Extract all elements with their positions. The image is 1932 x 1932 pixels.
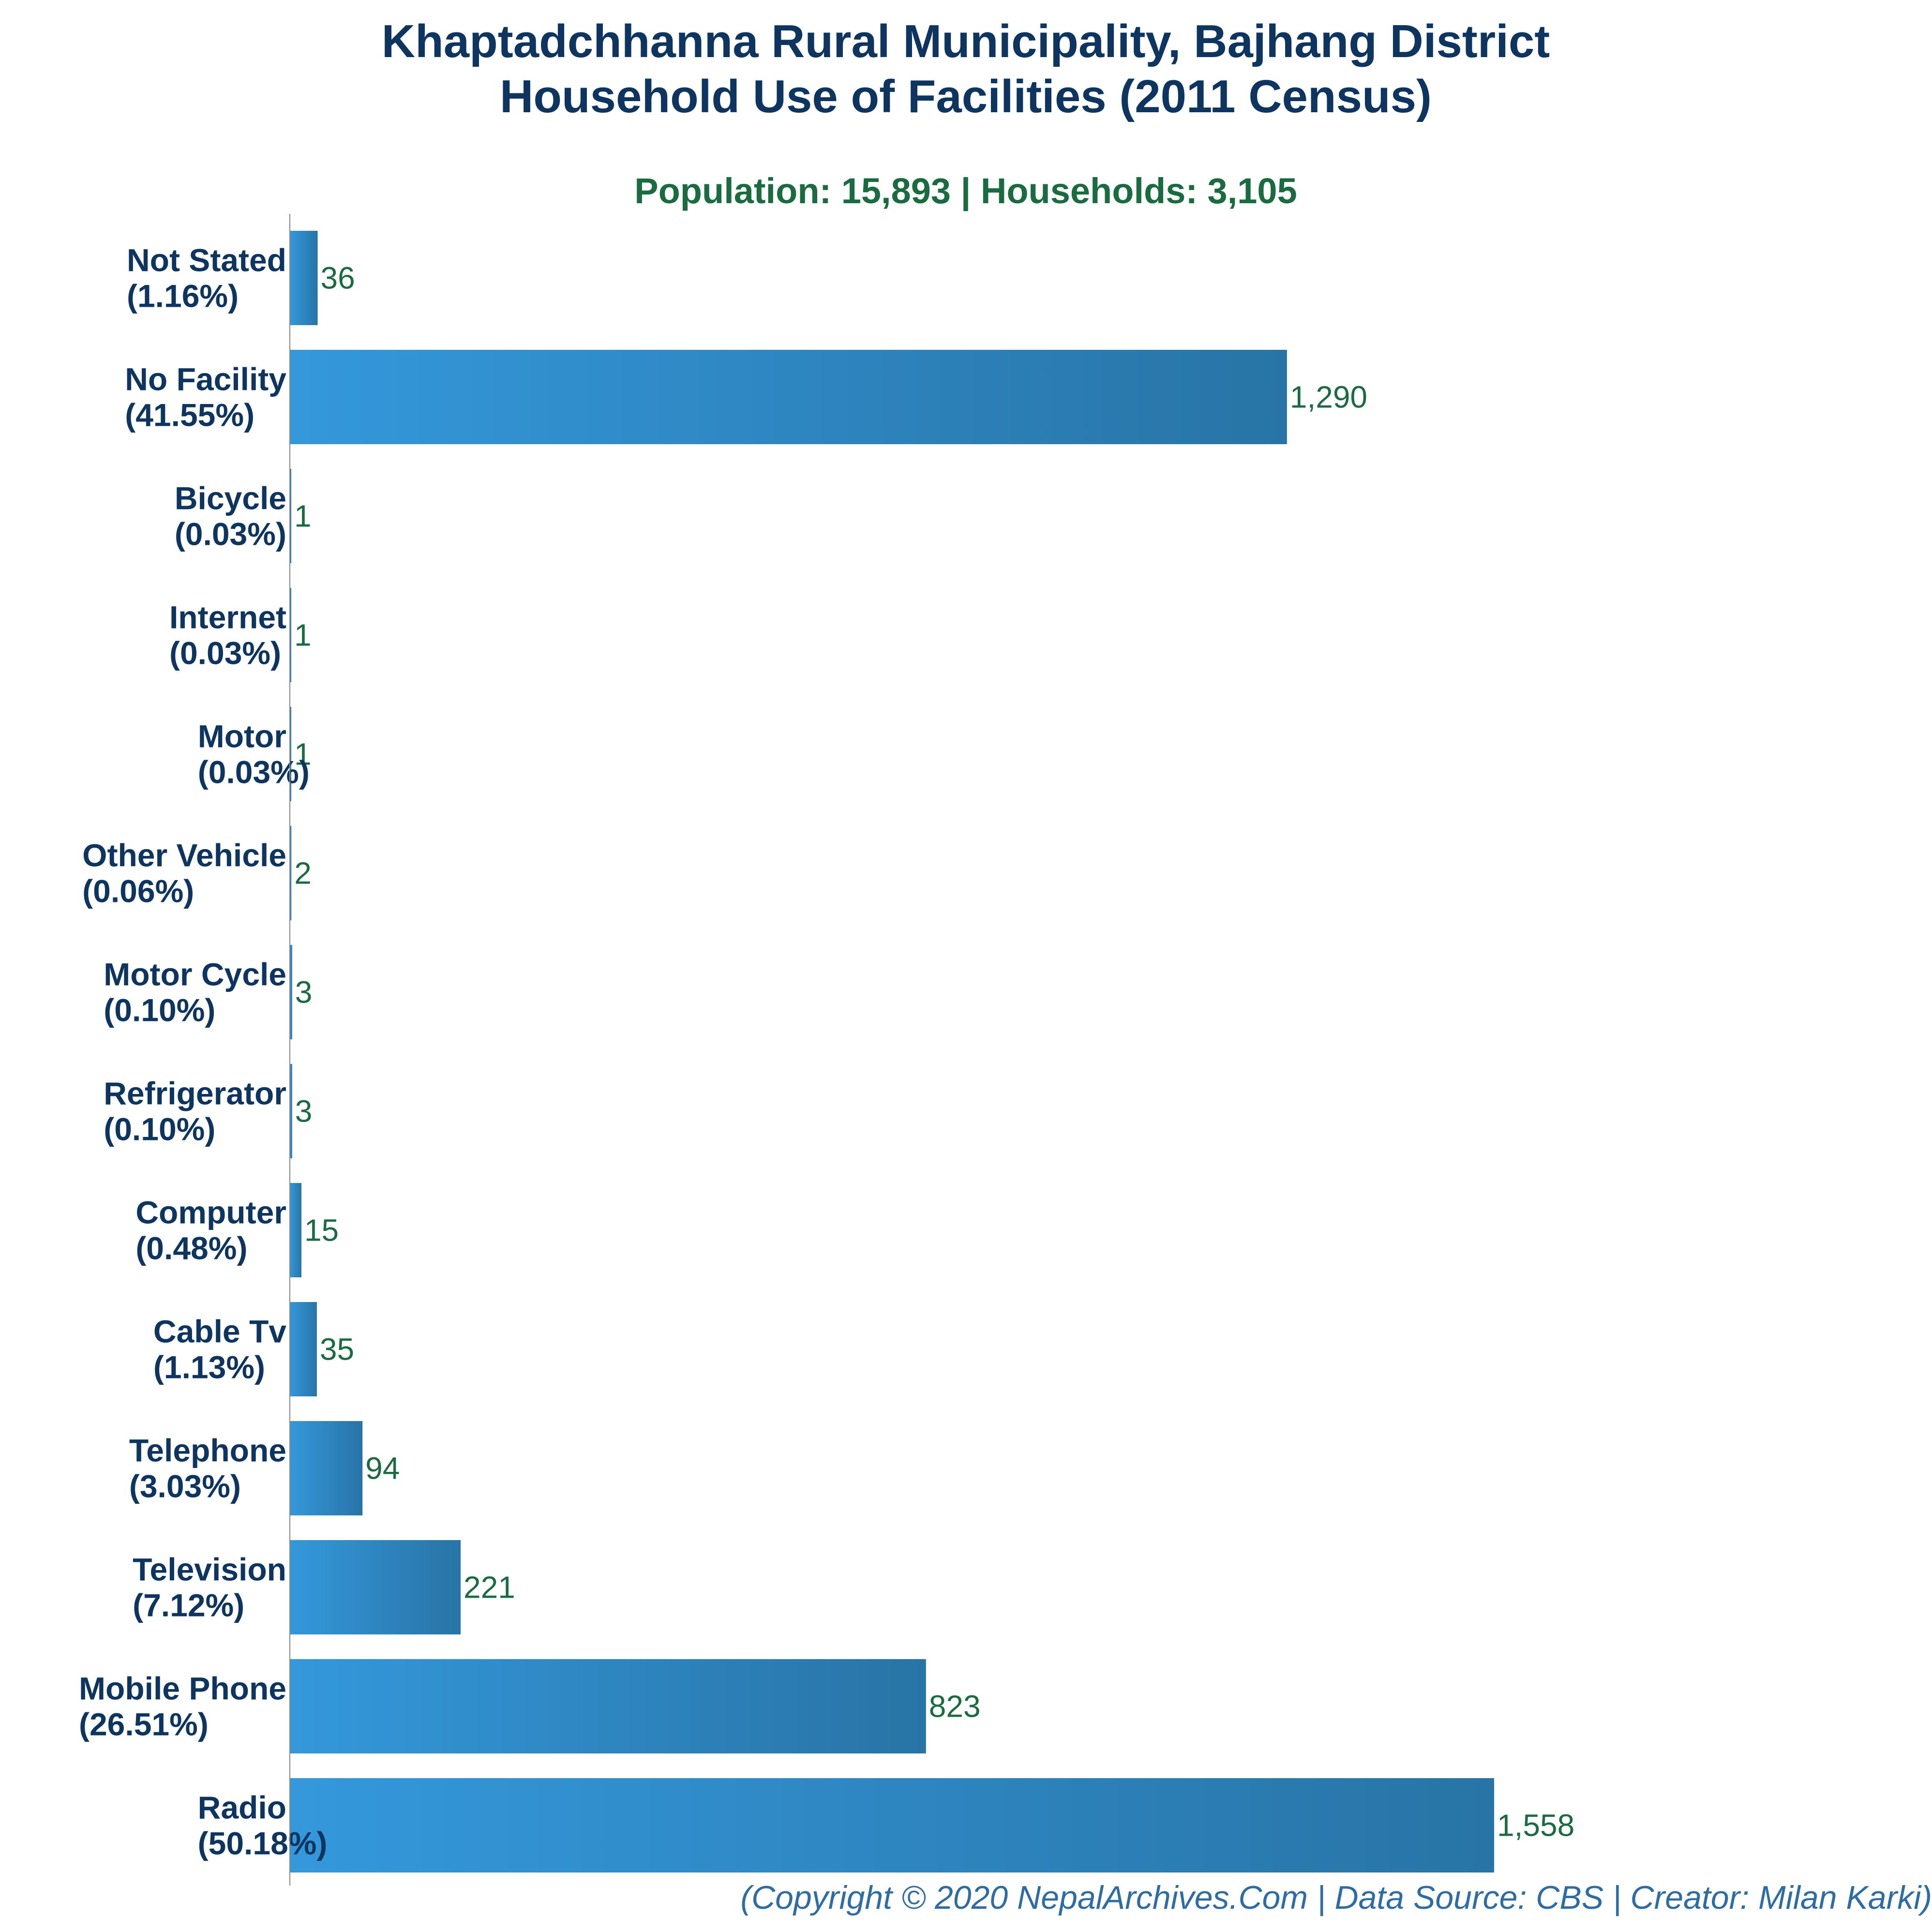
bars-group: 36 Not Stated(1.16%) 1,290 No Facility(41.5… (79, 231, 1574, 1872)
category-name: Telephone (129, 1433, 286, 1468)
value-label: 823 (929, 1689, 981, 1724)
category-label: Telephone (129, 1433, 286, 1468)
value-label: 1 (294, 737, 312, 772)
category-name: Internet (169, 599, 286, 635)
category-percent: (7.12%) (133, 1588, 244, 1623)
category-name: No Facility (125, 361, 286, 397)
category-name: Bicycle (175, 480, 286, 516)
value-label: 221 (464, 1570, 515, 1605)
category-label: Motor Cycle (104, 957, 286, 992)
category-name: Radio (198, 1790, 286, 1826)
category-label: Other Vehicle (82, 838, 286, 873)
bar-motor (290, 707, 291, 801)
bar-no-facility (290, 350, 1287, 444)
category-label: Mobile Phone (79, 1671, 286, 1707)
category-name: Mobile Phone (79, 1671, 286, 1707)
category-name: Not Stated (127, 242, 286, 278)
value-label: 1 (294, 618, 312, 653)
category-label: Computer (135, 1195, 286, 1230)
category-label: Radio (198, 1790, 286, 1826)
bar-refrigerator (290, 1064, 292, 1158)
bar-not-stated (290, 231, 318, 325)
bar-cable-tv (290, 1302, 317, 1396)
category-name: Motor (198, 719, 286, 754)
category-label: Not Stated (127, 242, 286, 278)
category-percent: (26.51%) (79, 1707, 209, 1742)
category-percent: (1.16%) (127, 278, 239, 314)
value-label: 15 (304, 1213, 339, 1248)
bar-internet (290, 588, 291, 682)
category-name: Motor Cycle (104, 957, 286, 992)
category-percent: (0.03%) (175, 516, 286, 552)
category-label: No Facility (125, 361, 286, 397)
category-label: Refrigerator (104, 1076, 286, 1111)
category-percent: (41.55%) (125, 397, 255, 433)
value-label: 1,290 (1290, 380, 1367, 415)
bar-radio (290, 1778, 1494, 1872)
bar-bicycle (290, 469, 291, 563)
category-percent: (0.06%) (82, 873, 194, 909)
category-label: Cable Tv (153, 1314, 286, 1349)
category-percent: (0.48%) (135, 1230, 247, 1266)
category-percent: (0.10%) (104, 992, 215, 1028)
value-label: 2 (294, 856, 312, 891)
value-label: 3 (295, 975, 313, 1010)
category-name: Cable Tv (153, 1314, 286, 1349)
bar-telephone (290, 1421, 363, 1515)
category-label: Internet (169, 599, 286, 635)
value-label: 36 (321, 261, 355, 296)
chart-subtitle: Population: 15,893 | Households: 3,105 (634, 171, 1297, 211)
value-label: 35 (320, 1332, 354, 1367)
chart-title-line-2: Household Use of Facilities (2011 Census… (500, 71, 1432, 122)
bar-television (290, 1540, 461, 1634)
category-percent: (3.03%) (129, 1468, 241, 1504)
category-name: Other Vehicle (82, 838, 286, 873)
category-percent: (1.13%) (153, 1349, 265, 1385)
bar-motor-cycle (290, 945, 292, 1039)
category-label: Bicycle (175, 480, 286, 516)
category-name: Refrigerator (104, 1076, 286, 1111)
category-name: Television (133, 1552, 286, 1588)
bar-mobile-phone (290, 1659, 926, 1753)
category-percent: (0.10%) (104, 1111, 215, 1147)
chart-footer: (Copyright © 2020 NepalArchives.Com | Da… (740, 1879, 1932, 1916)
value-label: 1 (294, 499, 312, 534)
value-label: 3 (295, 1094, 313, 1129)
value-label: 94 (365, 1451, 400, 1486)
category-label: Television (133, 1552, 286, 1588)
chart-title-line-1: Khaptadchhanna Rural Municipality, Bajha… (382, 15, 1550, 67)
category-percent: (50.18%) (198, 1826, 328, 1861)
category-percent: (0.03%) (169, 635, 281, 671)
category-percent: (0.03%) (198, 754, 310, 790)
value-label: 1,558 (1497, 1808, 1574, 1843)
category-label: Motor (198, 719, 286, 754)
bar-other-vehicle (290, 826, 292, 920)
bar-computer (290, 1183, 301, 1277)
category-name: Computer (135, 1195, 286, 1230)
